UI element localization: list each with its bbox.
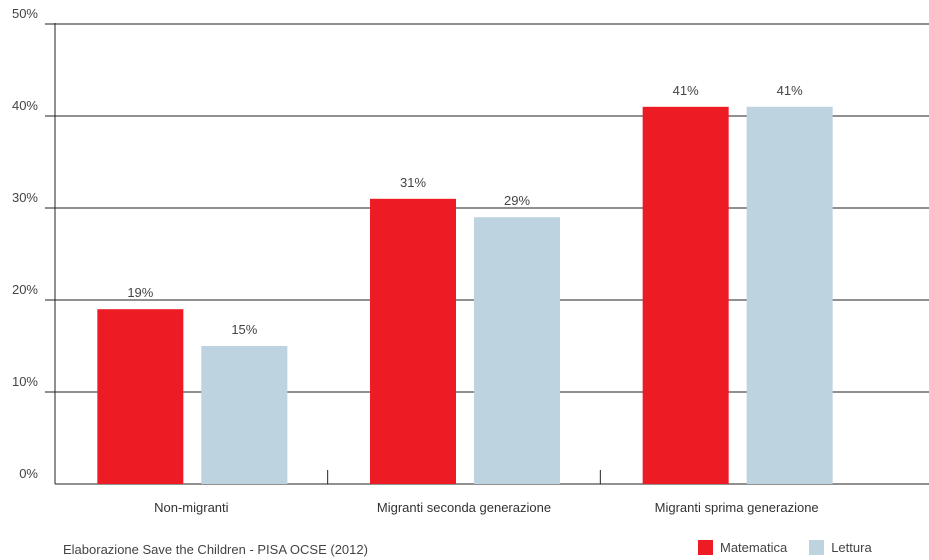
data-label: 29%: [504, 193, 530, 208]
y-tick-label: 0%: [19, 466, 38, 481]
category-label: Migranti seconda generazione: [377, 500, 551, 515]
legend-item-lettura: Lettura: [809, 540, 872, 555]
y-tick-label: 20%: [12, 282, 38, 297]
legend-swatch-lettura: [809, 540, 825, 555]
y-tick-label: 40%: [12, 98, 38, 113]
data-label: 19%: [127, 285, 153, 300]
bar-matematica-0: [97, 309, 184, 484]
category-label: Migranti sprima generazione: [655, 500, 819, 515]
legend-label-lettura: Lettura: [831, 540, 872, 555]
bar-matematica-1: [370, 198, 456, 485]
category-label: Non-migranti: [154, 500, 229, 515]
y-tick-label: 30%: [12, 190, 38, 205]
bar-lettura-0: [201, 346, 288, 484]
legend-label-matematica: Matematica: [720, 540, 788, 555]
legend-swatch-matematica: [698, 540, 713, 555]
source-note: Elaborazione Save the Children - PISA OC…: [63, 542, 368, 557]
data-label: 31%: [400, 175, 426, 190]
y-tick-label: 10%: [12, 374, 38, 389]
legend-item-matematica: Matematica: [698, 540, 787, 555]
bar-lettura-2: [746, 106, 833, 485]
data-label: 41%: [673, 83, 699, 98]
data-label: 41%: [777, 83, 803, 98]
legend: Matematica Lettura: [698, 540, 872, 555]
bar-matematica-2: [642, 106, 729, 485]
y-tick-label: 50%: [12, 6, 38, 21]
bar-lettura-1: [474, 217, 560, 484]
data-label: 15%: [231, 322, 257, 337]
